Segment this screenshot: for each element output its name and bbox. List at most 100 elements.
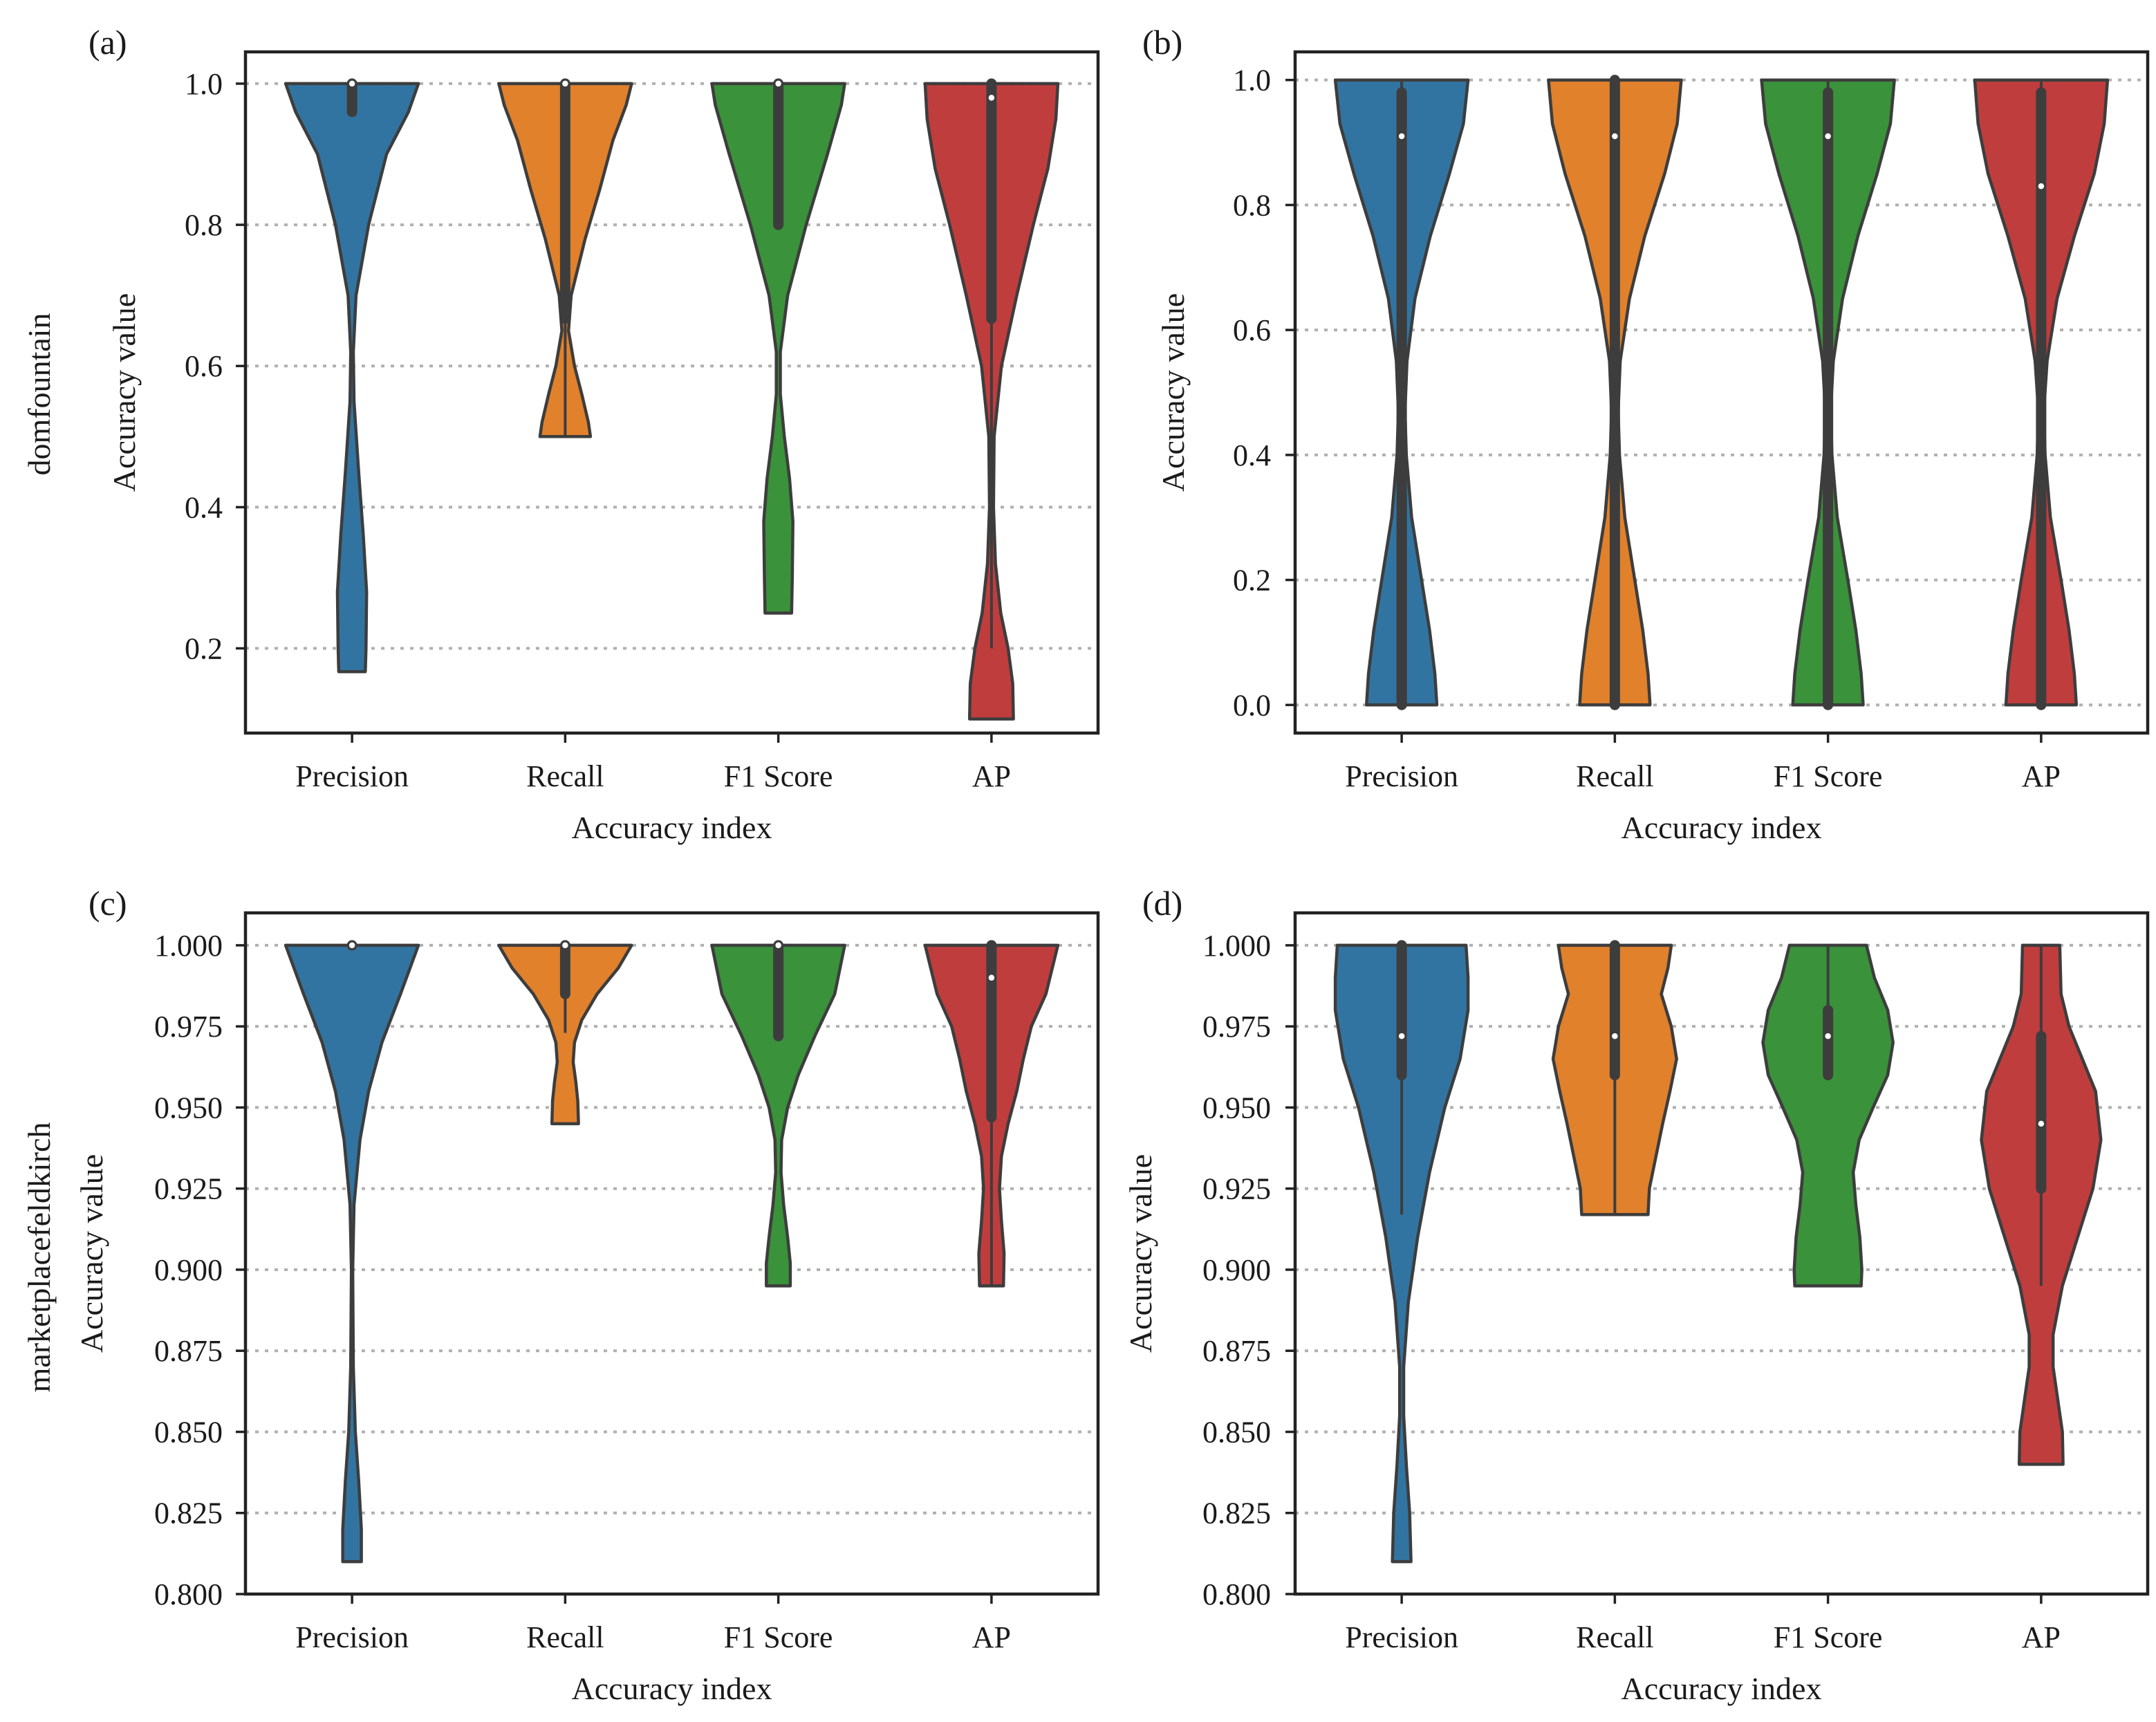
panel-label: (d) xyxy=(1142,884,1182,923)
violin-median xyxy=(987,93,996,102)
violin-precision xyxy=(284,78,420,674)
violin-median xyxy=(348,80,356,88)
y-tick-label: 0.4 xyxy=(1233,438,1271,472)
x-axis-title: Accuracy index xyxy=(1621,810,1822,845)
x-tick-label-ap: AP xyxy=(972,1620,1011,1654)
panel-b: 0.0 0.2 0.4 0.6 0.8 1.0 Precision Recall F1 Scor… xyxy=(1142,23,2150,845)
panel-d: 0.800 0.825 0.850 0.875 0.900 0.925 0.950 0.975… xyxy=(1123,884,2150,1706)
violin-f1-score xyxy=(710,78,846,615)
x-tick-label-recall: Recall xyxy=(1576,759,1653,793)
violin-median xyxy=(774,941,783,950)
violin-body xyxy=(710,82,846,615)
y-tick-label: 0.2 xyxy=(1233,564,1271,598)
violin-body xyxy=(710,943,846,1288)
row-label-marketplacefeldkirch: marketplacefeldkirch xyxy=(21,1122,57,1393)
violin-ap xyxy=(1973,78,2110,710)
violin-recall xyxy=(497,78,633,438)
y-tick-label: 0.800 xyxy=(154,1577,223,1611)
plot-frame xyxy=(1293,50,2150,735)
y-tick-label: 0.875 xyxy=(1202,1334,1271,1368)
panel-label: (c) xyxy=(89,884,127,923)
y-axis-title: Accuracy value xyxy=(1123,1154,1158,1353)
y-tick-label: 0.4 xyxy=(185,490,223,524)
y-tick-label: 0.800 xyxy=(1202,1577,1271,1611)
y-tick-label: 1.000 xyxy=(1202,929,1271,963)
plot-frame xyxy=(243,911,1100,1596)
violin-ap xyxy=(923,78,1060,721)
violin-precision xyxy=(1333,940,1470,1564)
panel-a: 0.2 0.4 0.6 0.8 1.0 Precision Recall F1 Score AP… xyxy=(89,23,1100,845)
panel-label: (b) xyxy=(1142,23,1182,62)
x-tick-label-precision: Precision xyxy=(1345,1620,1458,1654)
violin-body xyxy=(497,943,633,1126)
y-tick-label: 0.950 xyxy=(154,1091,223,1124)
y-axis-title: Accuracy value xyxy=(106,293,142,492)
x-tick-label-f1-score: F1 Score xyxy=(1774,759,1883,793)
violin-median xyxy=(348,941,356,950)
x-tick-label-f1-score: F1 Score xyxy=(1774,1620,1883,1654)
y-tick-label: 1.000 xyxy=(154,929,223,963)
x-axis-title: Accuracy index xyxy=(572,1671,772,1706)
violin-recall xyxy=(1547,75,1683,710)
y-tick-label: 0.925 xyxy=(154,1172,223,1206)
y-tick-label: 0.2 xyxy=(185,632,223,666)
y-tick-label: 0.975 xyxy=(154,1010,223,1044)
x-tick-label-precision: Precision xyxy=(295,759,409,793)
y-tick-label: 0.8 xyxy=(1233,188,1271,222)
panel-c: 0.800 0.825 0.850 0.875 0.900 0.925 0.950 0.975… xyxy=(74,884,1100,1706)
x-tick-label-ap: AP xyxy=(972,759,1011,793)
x-tick-label-f1-score: F1 Score xyxy=(724,1620,833,1654)
violin-precision xyxy=(1333,78,1470,710)
y-tick-label: 1.0 xyxy=(185,67,223,101)
row-label-domfountain: domfountain xyxy=(21,313,57,475)
violin-median xyxy=(561,941,570,950)
violin-body xyxy=(284,82,420,674)
y-tick-label: 0.900 xyxy=(1202,1253,1271,1287)
violin-median xyxy=(774,80,783,88)
violin-median xyxy=(1397,1032,1406,1040)
y-axis-title: Accuracy value xyxy=(74,1154,109,1353)
y-tick-label: 1.0 xyxy=(1233,64,1271,98)
violin-recall xyxy=(1551,940,1678,1216)
violin-recall xyxy=(497,940,633,1126)
violin-median xyxy=(1823,132,1832,140)
y-tick-label: 0.0 xyxy=(1233,688,1271,722)
x-tick-label-precision: Precision xyxy=(1345,759,1458,793)
x-tick-label-recall: Recall xyxy=(526,1620,604,1654)
y-tick-label: 0.925 xyxy=(1202,1172,1271,1206)
y-axis-title: Accuracy value xyxy=(1155,293,1191,492)
plot-frame xyxy=(1293,911,2150,1596)
y-tick-label: 0.825 xyxy=(1202,1497,1271,1530)
violin-median xyxy=(987,974,996,982)
violin-ap xyxy=(923,940,1060,1288)
y-tick-label: 0.8 xyxy=(185,208,223,242)
y-tick-label: 0.850 xyxy=(1202,1415,1271,1449)
violin-ap xyxy=(1980,943,2103,1466)
x-tick-label-ap: AP xyxy=(2022,759,2061,793)
violin-median xyxy=(1397,132,1406,140)
x-tick-label-f1-score: F1 Score xyxy=(724,759,833,793)
y-tick-label: 0.6 xyxy=(185,349,223,383)
x-tick-label-recall: Recall xyxy=(526,759,604,793)
violin-median xyxy=(1823,1032,1832,1040)
violin-f1-score xyxy=(1760,78,1896,710)
y-tick-label: 0.6 xyxy=(1233,313,1271,347)
violin-median xyxy=(1610,132,1619,140)
violin-median xyxy=(2037,182,2045,191)
violin-body xyxy=(1761,943,1895,1288)
violin-f1-score xyxy=(710,940,846,1288)
x-tick-label-ap: AP xyxy=(2022,1620,2061,1654)
y-tick-label: 0.850 xyxy=(154,1415,223,1449)
y-tick-label: 0.875 xyxy=(154,1334,223,1368)
plot-frame xyxy=(243,50,1100,735)
violin-median xyxy=(2037,1120,2045,1128)
y-tick-label: 0.950 xyxy=(1202,1091,1271,1124)
violin-median xyxy=(561,80,570,88)
panel-label: (a) xyxy=(89,23,127,62)
y-tick-label: 0.975 xyxy=(1202,1010,1271,1044)
y-tick-label: 0.900 xyxy=(154,1253,223,1287)
x-tick-label-precision: Precision xyxy=(295,1620,409,1654)
x-axis-title: Accuracy index xyxy=(1621,1671,1822,1706)
violin-precision xyxy=(284,940,420,1564)
